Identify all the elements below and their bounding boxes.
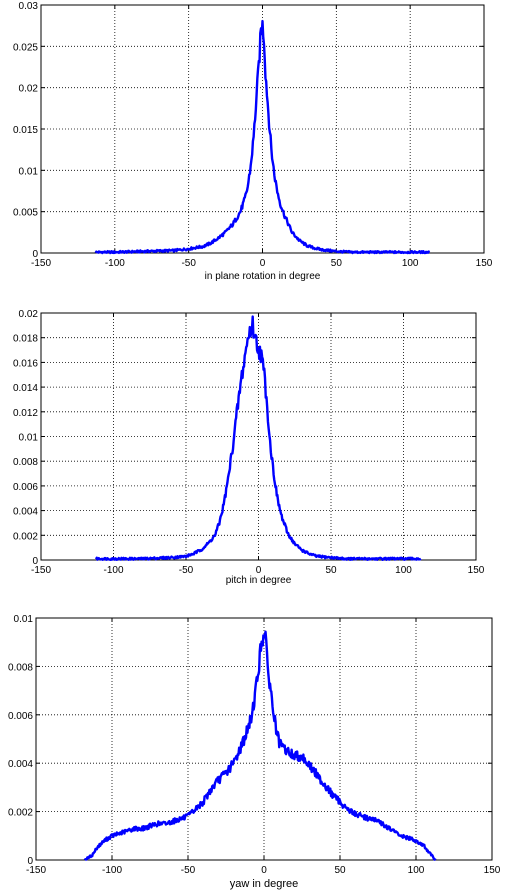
- y-tick-label: 0.008: [8, 662, 33, 673]
- y-tick-label: 0: [32, 556, 38, 567]
- x-tick-label: 50: [334, 865, 346, 876]
- y-tick-label: 0.03: [19, 1, 39, 12]
- y-tick-label: 0.01: [19, 166, 39, 177]
- x-tick-label: -50: [181, 258, 196, 269]
- y-tick-label: 0.02: [19, 309, 39, 320]
- x-axis-label: yaw in degree: [230, 878, 299, 890]
- x-axis-label: pitch in degree: [226, 575, 292, 586]
- y-tick-label: 0.014: [13, 383, 38, 394]
- x-tick-label: 50: [331, 258, 343, 269]
- y-tick-label: 0.005: [13, 208, 38, 219]
- y-tick-label: 0.01: [14, 614, 34, 625]
- y-tick-label: 0.008: [13, 457, 38, 468]
- y-tick-label: 0.02: [19, 84, 39, 95]
- y-tick-label: 0.004: [8, 759, 33, 770]
- x-tick-label: 150: [468, 565, 485, 576]
- x-tick-label: 100: [408, 865, 425, 876]
- y-tick-label: 0.004: [13, 507, 38, 518]
- y-tick-label: 0.006: [13, 482, 38, 493]
- y-tick-label: 0.016: [13, 358, 38, 369]
- x-tick-label: -100: [102, 865, 122, 876]
- series-line: [83, 630, 437, 861]
- y-tick-label: 0.018: [13, 334, 38, 345]
- y-tick-label: 0.002: [13, 531, 38, 542]
- y-tick-label: 0.025: [13, 42, 38, 53]
- x-tick-label: 100: [402, 258, 419, 269]
- y-tick-label: 0.015: [13, 125, 38, 136]
- x-tick-label: -150: [31, 258, 51, 269]
- y-tick-label: 0.002: [8, 808, 33, 819]
- x-tick-label: 150: [476, 258, 493, 269]
- x-tick-label: 0: [256, 565, 262, 576]
- x-tick-label: -50: [181, 865, 196, 876]
- x-tick-label: -100: [105, 258, 125, 269]
- series-line: [94, 19, 431, 255]
- x-tick-label: -100: [103, 565, 123, 576]
- x-tick-label: -150: [31, 565, 51, 576]
- x-tick-label: 100: [395, 565, 412, 576]
- y-tick-label: 0: [27, 856, 33, 867]
- x-tick-label: 150: [484, 865, 501, 876]
- x-tick-label: -50: [179, 565, 194, 576]
- series-line: [95, 315, 422, 561]
- x-tick-label: 50: [325, 565, 337, 576]
- y-tick-label: 0: [32, 249, 38, 260]
- x-tick-label: -150: [26, 865, 46, 876]
- x-tick-label: 0: [261, 865, 267, 876]
- y-tick-label: 0.01: [19, 433, 39, 444]
- y-tick-label: 0.012: [13, 408, 38, 419]
- y-tick-label: 0.006: [8, 711, 33, 722]
- x-tick-label: 0: [260, 258, 266, 269]
- x-axis-label: in plane rotation in degree: [205, 271, 321, 282]
